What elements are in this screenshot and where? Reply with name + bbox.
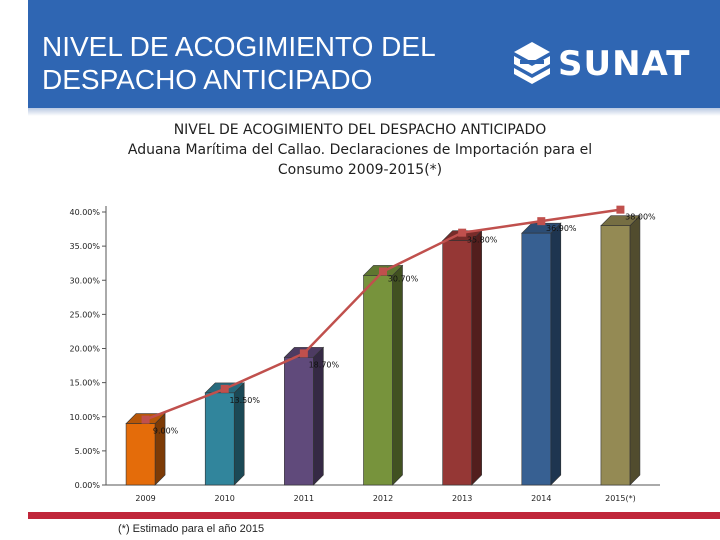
- data-label-2010: 13.50%: [229, 396, 260, 405]
- y-tick-label: 20.00%: [69, 345, 100, 354]
- series-marker-2010: [220, 384, 229, 393]
- series-marker-2013: [458, 228, 467, 237]
- x-tick-label: 2010: [215, 494, 235, 503]
- bar-2013: [442, 240, 472, 486]
- header-shadow: [28, 108, 720, 116]
- series-marker-2012: [379, 267, 387, 276]
- slide-title: NIVEL DE ACOGIMIENTO DEL DESPACHO ANTICI…: [42, 31, 435, 95]
- y-tick-label: 30.00%: [69, 276, 100, 285]
- footnote: (*) Estimado para el año 2015: [118, 523, 265, 535]
- sunat-logo-text: SUNAT: [558, 44, 691, 84]
- data-label-2012: 30.70%: [388, 274, 419, 283]
- y-tick-label: 40.00%: [69, 208, 100, 217]
- chart-title-line-3: Consumo 2009-2015(*): [277, 162, 443, 178]
- series-marker-2009: [141, 415, 150, 424]
- chart-title: NIVEL DE ACOGIMIENTO DEL DESPACHO ANTICI…: [90, 120, 630, 180]
- x-tick-label: 2009: [135, 494, 155, 503]
- data-label-2014: 36.90%: [546, 224, 577, 233]
- series-marker-2014: [537, 217, 546, 226]
- bar-side-2013: [471, 229, 482, 486]
- data-label-2013: 35.80%: [467, 236, 498, 245]
- x-tick-label: 2015(*): [605, 494, 636, 503]
- chart-title-line-2: Aduana Marítima del Callao. Declaracione…: [127, 142, 593, 158]
- bar-2009: [125, 423, 156, 486]
- series-marker-2015(*): [616, 205, 625, 214]
- x-tick-label: 2013: [452, 494, 472, 503]
- header-left-margin: [0, 0, 28, 108]
- y-tick-label: 5.00%: [75, 447, 101, 456]
- y-tick-label: 35.00%: [69, 242, 100, 251]
- data-label-2009: 9.00%: [153, 427, 179, 436]
- bar-2012: [363, 275, 393, 486]
- header-band: [28, 0, 720, 108]
- data-label-2011: 18.70%: [309, 360, 340, 369]
- data-label-2015(*): 38.00%: [625, 213, 656, 222]
- sunat-logo: SUNAT: [510, 40, 700, 88]
- y-tick-label: 25.00%: [69, 310, 100, 319]
- bar-2011: [284, 357, 314, 486]
- sunat-logo-icon: [514, 42, 550, 84]
- series-marker-2011: [299, 349, 308, 358]
- bar-side-2012: [392, 264, 403, 486]
- bar-side-2014: [550, 222, 562, 486]
- y-tick-label: 15.00%: [69, 379, 100, 388]
- bar-side-2015(*): [629, 214, 641, 486]
- bar-2014: [521, 232, 552, 486]
- slide-header: NIVEL DE ACOGIMIENTO DEL DESPACHO ANTICI…: [0, 0, 720, 116]
- bottom-rule: [28, 512, 720, 519]
- x-tick-label: 2014: [531, 494, 551, 503]
- y-tick-label: 0.00%: [75, 481, 101, 490]
- x-tick-label: 2011: [294, 494, 314, 503]
- x-tick-label: 2012: [373, 494, 393, 503]
- chart-title-line-1: NIVEL DE ACOGIMIENTO DEL DESPACHO ANTICI…: [173, 122, 547, 138]
- bar-2015(*): [600, 225, 631, 486]
- bar-2010: [204, 392, 235, 486]
- bar-side-2009: [154, 412, 166, 486]
- y-tick-label: 10.00%: [69, 413, 100, 422]
